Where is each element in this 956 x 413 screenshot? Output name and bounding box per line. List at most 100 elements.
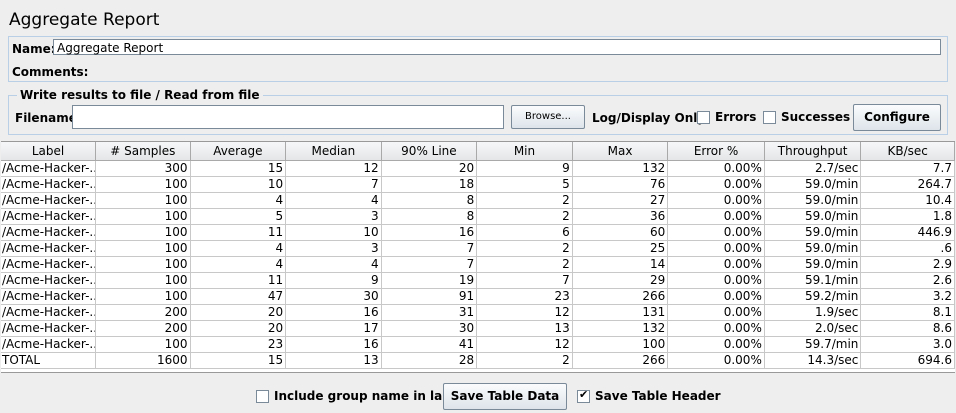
successes-label: Successes (781, 110, 851, 124)
table-cell: /Acme-Hacker-... (1, 192, 97, 209)
table-cell: 100 (95, 288, 191, 305)
column-header[interactable]: Max (572, 142, 669, 161)
name-input[interactable]: Aggregate Report (53, 39, 941, 55)
table-cell: 10.4 (860, 192, 955, 209)
table-cell: 8.6 (860, 320, 955, 337)
table-cell: 59.0/min (764, 224, 862, 241)
table-cell: 3.0 (860, 336, 955, 353)
table-row[interactable]: /Acme-Hacker-... 100 4 3 7 2 25 0.00% 59.0/min .6 (1, 240, 955, 257)
table-cell: 100 (95, 208, 191, 225)
table-cell: 0.00% (667, 256, 765, 273)
table-cell: 132 (572, 160, 669, 177)
table-cell: 0.00% (667, 224, 765, 241)
table-cell: 100 (95, 272, 191, 289)
errors-checkbox[interactable] (697, 110, 710, 124)
table-cell: 100 (572, 336, 669, 353)
table-row[interactable]: /Acme-Hacker-... 100 47 30 91 23 266 0.00% 59.2/… (1, 288, 955, 305)
table-cell: 200 (95, 320, 191, 337)
errors-checkbox-wrap[interactable]: Errors (697, 110, 756, 124)
table-cell: 14 (572, 256, 669, 273)
column-header[interactable]: Min (476, 142, 573, 161)
table-cell: 28 (381, 352, 478, 369)
save-table-header-checkbox[interactable]: ✔ (577, 387, 590, 403)
table-cell: 12 (285, 160, 382, 177)
table-cell: 5 (190, 208, 287, 225)
table-cell: 3 (285, 208, 382, 225)
table-cell: 446.9 (860, 224, 955, 241)
successes-checkbox-wrap[interactable]: Successes (763, 110, 850, 124)
check-icon: ✔ (579, 387, 589, 401)
table-cell: 100 (95, 224, 191, 241)
column-header[interactable]: Median (285, 142, 382, 161)
table-cell: 36 (572, 208, 669, 225)
table-cell: 30 (381, 320, 478, 337)
column-header[interactable]: Error % (667, 142, 765, 161)
table-row[interactable]: /Acme-Hacker-... 100 10 7 18 5 76 0.00% 59.0/min… (1, 176, 955, 193)
table-cell: 266 (572, 352, 669, 369)
table-cell: 4 (190, 256, 287, 273)
save-table-header-label: Save Table Header (595, 389, 721, 403)
column-header[interactable]: KB/sec (860, 142, 955, 161)
table-row[interactable]: /Acme-Hacker-... 100 4 4 7 2 14 0.00% 59.0/min 2.… (1, 256, 955, 273)
successes-checkbox[interactable] (763, 110, 776, 124)
table-cell: 20 (190, 320, 287, 337)
table-cell: 0.00% (667, 176, 765, 193)
table-row[interactable]: /Acme-Hacker-... 200 20 17 30 13 132 0.00% 2.0/s… (1, 320, 955, 337)
table-cell: /Acme-Hacker-... (1, 256, 97, 273)
table-row[interactable]: /Acme-Hacker-... 100 4 4 8 2 27 0.00% 59.0/min 10… (1, 192, 955, 209)
save-table-header-wrap[interactable]: ✔ Save Table Header (577, 387, 721, 403)
browse-button[interactable]: Browse... (511, 105, 585, 129)
table-row[interactable]: /Acme-Hacker-... 300 15 12 20 9 132 0.00% 2.7/se… (1, 160, 955, 177)
name-comments-panel: Name: Aggregate Report Comments: (8, 36, 948, 82)
bottom-bar: Include group name in label? Save Table … (0, 382, 956, 410)
table-cell: 2.7/sec (764, 160, 862, 177)
table-cell: 264.7 (860, 176, 955, 193)
table-cell: 100 (95, 256, 191, 273)
table-cell: 60 (572, 224, 669, 241)
include-group-name-checkbox[interactable] (256, 389, 269, 403)
table-cell: 5 (476, 176, 573, 193)
table-cell: 7 (285, 176, 382, 193)
table-row[interactable]: /Acme-Hacker-... 100 23 16 41 12 100 0.00% 59.7/… (1, 336, 955, 353)
include-group-name-label: Include group name in label? (274, 389, 471, 403)
table-cell: 7 (381, 240, 478, 257)
table-cell: 76 (572, 176, 669, 193)
table-cell: 31 (381, 304, 478, 321)
table-row[interactable]: /Acme-Hacker-... 100 11 9 19 7 29 0.00% 59.1/min… (1, 272, 955, 289)
table-cell: /Acme-Hacker-... (1, 336, 97, 353)
column-header[interactable]: # Samples (95, 142, 191, 161)
total-row[interactable]: TOTAL 1600 15 13 28 2 266 0.00% 14.3/sec 694.6 (1, 352, 955, 369)
table-cell: 200 (95, 304, 191, 321)
table-row[interactable]: /Acme-Hacker-... 100 11 10 16 6 60 0.00% 59.0/mi… (1, 224, 955, 241)
table-row[interactable]: /Acme-Hacker-... 100 5 3 8 2 36 0.00% 59.0/min 1.… (1, 208, 955, 225)
table-cell: TOTAL (1, 352, 97, 369)
table-cell: 8 (381, 208, 478, 225)
column-header[interactable]: Label (1, 142, 97, 161)
table-cell: 132 (572, 320, 669, 337)
configure-button[interactable]: Configure (853, 104, 941, 131)
save-table-data-button[interactable]: Save Table Data (443, 383, 567, 410)
table-cell: 4 (190, 192, 287, 209)
table-cell: 7 (381, 256, 478, 273)
table-row[interactable]: /Acme-Hacker-... 200 20 16 31 12 131 0.00% 1.9/s… (1, 304, 955, 321)
table-cell: 59.0/min (764, 176, 862, 193)
table-cell: 27 (572, 192, 669, 209)
include-group-name-wrap[interactable]: Include group name in label? (256, 389, 470, 403)
table-cell: 29 (572, 272, 669, 289)
table-cell: 25 (572, 240, 669, 257)
table-cell: 0.00% (667, 352, 765, 369)
aggregate-table[interactable]: Label # Samples Average Median 90% Line Min Ma… (1, 141, 955, 373)
column-header[interactable]: Average (190, 142, 287, 161)
column-header[interactable]: Throughput (764, 142, 862, 161)
table-cell: 15 (190, 352, 287, 369)
column-header[interactable]: 90% Line (381, 142, 478, 161)
filename-label: Filename (15, 111, 77, 125)
table-cell: 1.9/sec (764, 304, 862, 321)
table-cell: /Acme-Hacker-... (1, 208, 97, 225)
table-cell: 0.00% (667, 320, 765, 337)
table-cell: 0.00% (667, 288, 765, 305)
table-cell: 11 (190, 272, 287, 289)
table-cell: 4 (190, 240, 287, 257)
filename-input[interactable] (72, 105, 504, 129)
table-cell: 59.0/min (764, 256, 862, 273)
